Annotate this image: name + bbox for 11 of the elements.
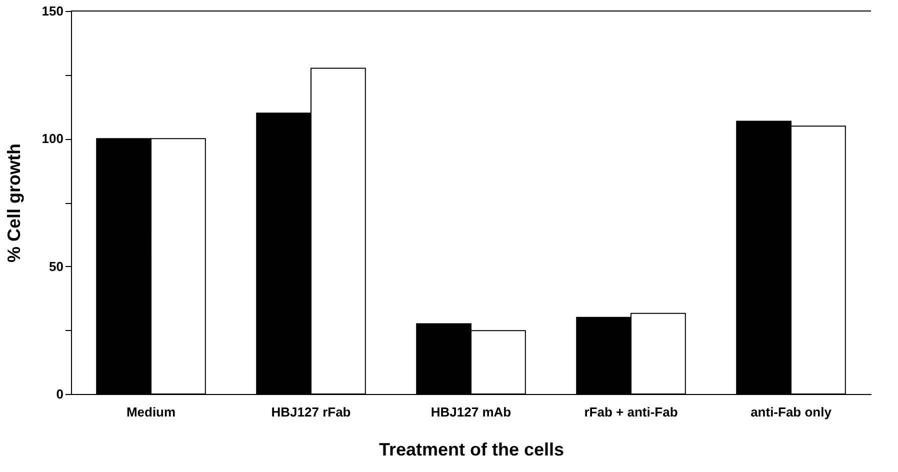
x-tick-label: Medium [126, 404, 176, 420]
y-tick-label: 150 [42, 4, 64, 18]
y-tick-label: 100 [42, 131, 64, 146]
x-tick-label: HBJ127 mAb [430, 404, 512, 420]
x-axis-title: Treatment of the cells [378, 440, 564, 460]
x-tick-label: HBJ127 rFab [271, 404, 351, 420]
x-tick-label: rFab + anti-Fab [584, 404, 678, 420]
x-tick-label: anti-Fab only [750, 404, 832, 420]
y-tick-label: 50 [49, 258, 64, 274]
y-axis-title: % Cell growth [4, 143, 24, 263]
y-tick-label: 0 [56, 386, 64, 402]
